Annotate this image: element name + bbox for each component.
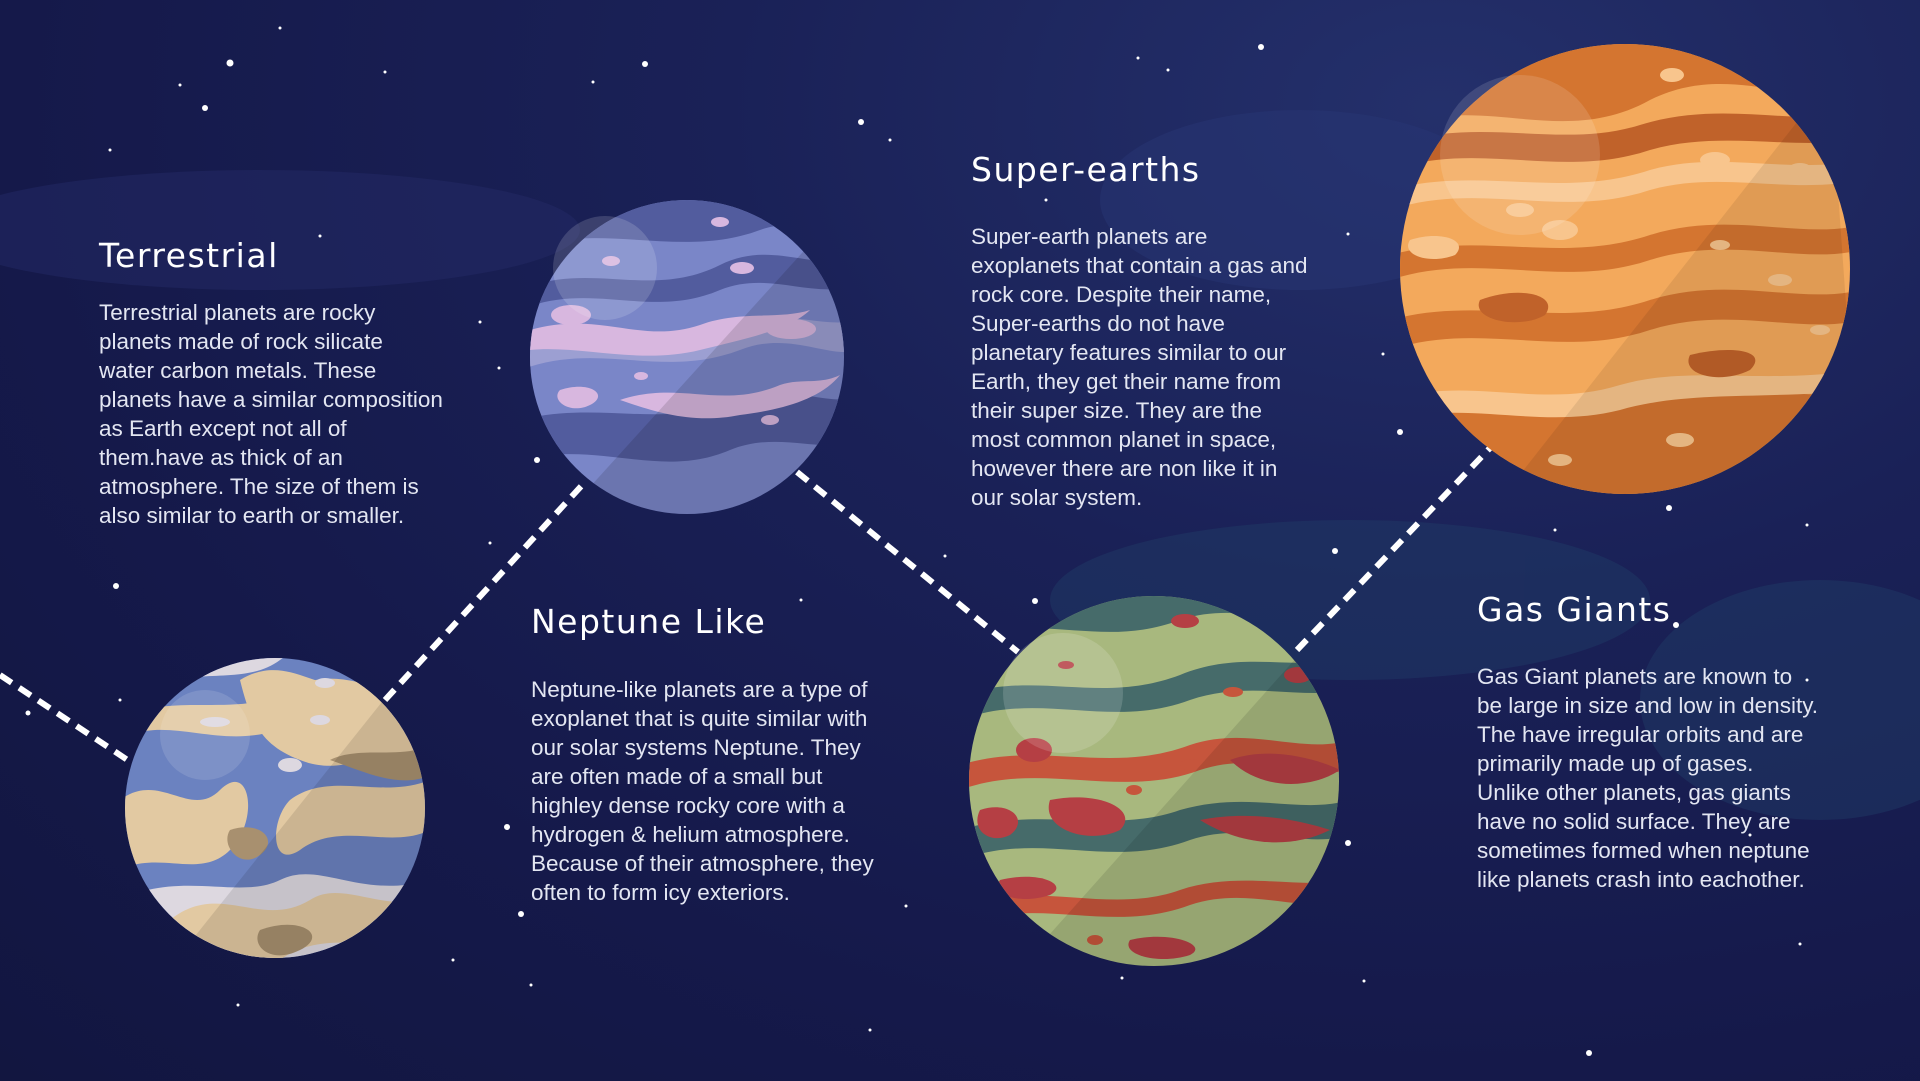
star [904,904,908,908]
star [888,138,892,142]
star [226,59,234,67]
star [1332,548,1338,554]
terrestrial-title: Terrestrial [99,236,279,275]
star [1673,622,1679,628]
neptune-like-planet [530,200,844,514]
star [1166,68,1170,72]
star [383,70,387,74]
terrestrial-planet [125,658,425,958]
star [118,698,122,702]
nebula-haze [0,110,1920,820]
star [113,583,119,589]
neptune-like-description: Neptune-like planets are a type of exopl… [531,677,874,905]
super-earths-title: Super-earths [971,150,1201,189]
star [25,710,31,716]
star [236,1003,240,1007]
star [1805,523,1809,527]
gas-giant-planet [1400,44,1850,494]
star [1032,598,1038,604]
star-field [25,26,1809,1056]
star [318,234,322,238]
star [1136,56,1140,60]
star [478,320,482,324]
star [1397,429,1403,435]
star [202,105,208,111]
super-earth-planet [969,596,1339,966]
star [1044,198,1048,202]
star [451,958,455,962]
star [529,983,533,987]
star [1805,678,1809,682]
connector-segment [1294,445,1493,653]
star [1362,979,1366,983]
star [858,119,864,125]
star [178,83,182,87]
star [1586,1050,1592,1056]
gas-giants-description: Gas Giant planets are known to be large … [1477,664,1819,892]
star [591,80,595,84]
star [1120,976,1124,980]
connector-segment [795,469,1020,655]
super-earths-description: Super-earth planets are exoplanets that … [971,224,1308,510]
star [1381,352,1385,356]
star [1748,833,1752,837]
star [1666,505,1672,511]
star [504,824,510,830]
star [799,598,803,602]
star [943,554,947,558]
star [497,366,501,370]
star [1553,528,1557,532]
star [868,1028,872,1032]
star [1258,44,1264,50]
star [1346,232,1350,236]
star [278,26,282,30]
star [518,911,524,917]
terrestrial-description: Terrestrial planets are rocky planets ma… [99,300,443,528]
star [642,61,648,67]
connector-segment [0,672,134,766]
star [1345,840,1351,846]
star [1798,942,1802,946]
neptune-like-title: Neptune Like [531,602,767,641]
star [488,541,492,545]
orbit-connector [0,445,1493,766]
gas-giants-title: Gas Giants [1477,590,1672,629]
star [534,457,540,463]
star [108,148,112,152]
connector-segment [382,479,588,703]
